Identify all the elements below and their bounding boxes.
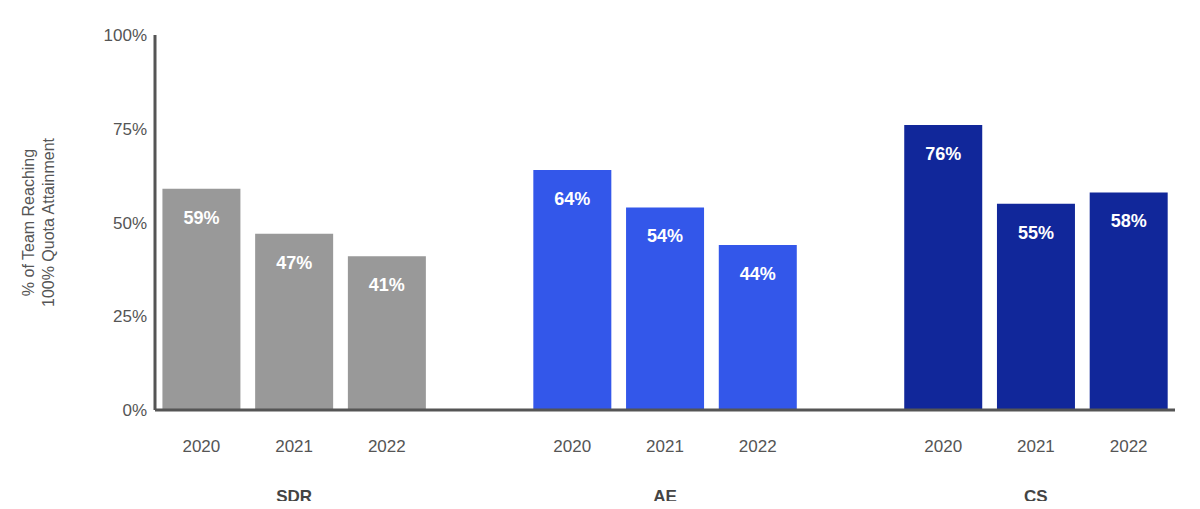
svg-text:2020: 2020 xyxy=(924,437,962,456)
svg-text:2022: 2022 xyxy=(739,437,777,456)
svg-text:44%: 44% xyxy=(740,264,776,284)
svg-text:2021: 2021 xyxy=(646,437,684,456)
svg-text:41%: 41% xyxy=(369,275,405,295)
svg-text:75%: 75% xyxy=(113,120,147,139)
svg-text:100%: 100% xyxy=(104,26,147,45)
svg-text:58%: 58% xyxy=(1111,211,1147,231)
svg-text:2022: 2022 xyxy=(368,437,406,456)
svg-text:SDR: SDR xyxy=(276,487,312,501)
svg-text:64%: 64% xyxy=(554,189,590,209)
svg-text:2020: 2020 xyxy=(182,437,220,456)
svg-text:76%: 76% xyxy=(925,144,961,164)
svg-text:CS: CS xyxy=(1024,487,1048,501)
svg-text:% of Team Reaching: % of Team Reaching xyxy=(20,149,37,296)
svg-text:2021: 2021 xyxy=(1017,437,1055,456)
svg-text:100% Quota Attainment: 100% Quota Attainment xyxy=(40,137,57,307)
svg-text:50%: 50% xyxy=(113,214,147,233)
svg-text:2020: 2020 xyxy=(553,437,591,456)
svg-text:2021: 2021 xyxy=(275,437,313,456)
svg-text:59%: 59% xyxy=(183,208,219,228)
svg-text:0%: 0% xyxy=(122,401,147,420)
svg-text:25%: 25% xyxy=(113,307,147,326)
svg-text:55%: 55% xyxy=(1018,223,1054,243)
svg-text:54%: 54% xyxy=(647,226,683,246)
svg-text:AE: AE xyxy=(653,487,677,501)
svg-text:47%: 47% xyxy=(276,253,312,273)
svg-text:2022: 2022 xyxy=(1110,437,1148,456)
